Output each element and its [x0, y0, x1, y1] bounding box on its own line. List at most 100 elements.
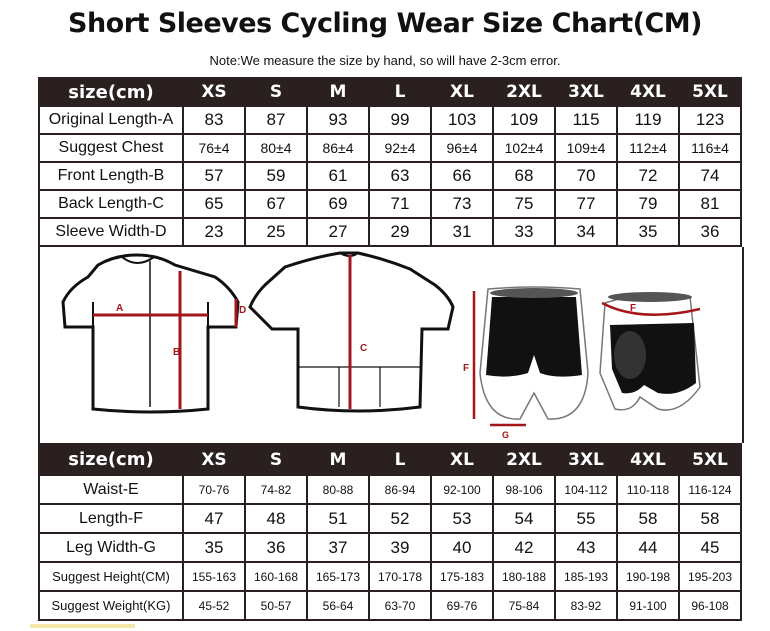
label-d: D	[239, 305, 246, 316]
row-label: Leg Width-G	[38, 532, 184, 563]
size-2xl-header: 2XL	[492, 443, 556, 476]
table-cell: 40	[430, 532, 494, 563]
size-header-cell: size(cm)	[38, 443, 184, 476]
table-cell: 86±4	[306, 133, 370, 163]
table-cell: 165-173	[306, 561, 370, 592]
size-3xl-header: 3XL	[554, 443, 618, 476]
table-cell: 66	[430, 161, 494, 191]
table-cell: 160-168	[244, 561, 308, 592]
table-row: Original Length-A 83 87 93 99 103 109 11…	[38, 105, 742, 135]
table-cell: 63-70	[368, 590, 432, 621]
size-l-header: L	[368, 77, 432, 107]
table-row: Front Length-B 57 59 61 63 66 68 70 72 7…	[38, 161, 742, 191]
table-cell: 52	[368, 503, 432, 534]
table-cell: 102±4	[492, 133, 556, 163]
table-cell: 71	[368, 189, 432, 219]
table-row: Back Length-C 65 67 69 71 73 75 77 79 81	[38, 189, 742, 219]
table-cell: 175-183	[430, 561, 494, 592]
table-row: Length-F 47 48 51 52 53 54 55 58 58	[38, 503, 742, 534]
table-cell: 31	[430, 217, 494, 247]
table-cell: 35	[182, 532, 246, 563]
table-cell: 25	[244, 217, 308, 247]
table-cell: 58	[678, 503, 742, 534]
shorts-header-row: size(cm) XS S M L XL 2XL 3XL 4XL 5XL	[38, 443, 742, 476]
size-header-cell: size(cm)	[38, 77, 184, 107]
table-cell: 92-100	[430, 474, 494, 505]
table-cell: 35	[616, 217, 680, 247]
table-row: Waist-E 70-76 74-82 80-88 86-94 92-100 9…	[38, 474, 742, 505]
size-xs-header: XS	[182, 443, 246, 476]
table-cell: 195-203	[678, 561, 742, 592]
table-cell: 77	[554, 189, 618, 219]
chart-title: Short Sleeves Cycling Wear Size Chart(CM…	[68, 8, 702, 39]
size-xl-header: XL	[430, 443, 494, 476]
table-cell: 50-57	[244, 590, 308, 621]
table-row: Sleeve Width-D 23 25 27 29 31 33 34 35 3…	[38, 217, 742, 247]
row-label: Front Length-B	[38, 161, 184, 191]
table-cell: 103	[430, 105, 494, 135]
table-cell: 42	[492, 532, 556, 563]
table-cell: 72	[616, 161, 680, 191]
table-cell: 80±4	[244, 133, 308, 163]
row-label: Length-F	[38, 503, 184, 534]
table-cell: 36	[678, 217, 742, 247]
measurement-note: Note:We measure the size by hand, so wil…	[209, 53, 561, 68]
table-cell: 104-112	[554, 474, 618, 505]
table-cell: 92±4	[368, 133, 432, 163]
label-c: C	[360, 343, 367, 354]
table-cell: 110-118	[616, 474, 680, 505]
row-label: Original Length-A	[38, 105, 184, 135]
table-cell: 96-108	[678, 590, 742, 621]
label-g: G	[502, 430, 509, 440]
table-cell: 43	[554, 532, 618, 563]
table-cell: 155-163	[182, 561, 246, 592]
shorts-size-table: size(cm) XS S M L XL 2XL 3XL 4XL 5XL Wai…	[38, 443, 742, 621]
size-m-header: M	[306, 77, 370, 107]
table-cell: 79	[616, 189, 680, 219]
table-cell: 112±4	[616, 133, 680, 163]
table-cell: 70-76	[182, 474, 246, 505]
table-cell: 74-82	[244, 474, 308, 505]
table-cell: 45	[678, 532, 742, 563]
size-5xl-header: 5XL	[678, 443, 742, 476]
measure-line-waist	[601, 301, 701, 316]
shorts-front-illustration: F G	[463, 286, 589, 440]
table-cell: 74	[678, 161, 742, 191]
label-f2: F	[630, 303, 636, 314]
table-cell: 109±4	[554, 133, 618, 163]
table-cell: 185-193	[554, 561, 618, 592]
label-a: A	[116, 303, 123, 314]
size-xl-header: XL	[430, 77, 494, 107]
table-cell: 81	[678, 189, 742, 219]
table-cell: 91-100	[616, 590, 680, 621]
table-row: Suggest Height(CM) 155-163 160-168 165-1…	[38, 561, 742, 592]
table-cell: 180-188	[492, 561, 556, 592]
row-label: Suggest Height(CM)	[38, 561, 184, 592]
size-5xl-header: 5XL	[678, 77, 742, 107]
table-cell: 116±4	[678, 133, 742, 163]
size-s-header: S	[244, 77, 308, 107]
table-cell: 69	[306, 189, 370, 219]
jersey-back-illustration: C	[248, 251, 455, 413]
table-cell: 73	[430, 189, 494, 219]
table-cell: 57	[182, 161, 246, 191]
table-cell: 55	[554, 503, 618, 534]
table-cell: 29	[368, 217, 432, 247]
table-cell: 61	[306, 161, 370, 191]
table-cell: 44	[616, 532, 680, 563]
table-cell: 115	[554, 105, 618, 135]
size-4xl-header: 4XL	[616, 443, 680, 476]
size-s-header: S	[244, 443, 308, 476]
table-cell: 116-124	[678, 474, 742, 505]
table-cell: 39	[368, 532, 432, 563]
shorts-side-illustration: F	[599, 292, 701, 411]
table-cell: 45-52	[182, 590, 246, 621]
row-label: Waist-E	[38, 474, 184, 505]
table-cell: 83	[182, 105, 246, 135]
table-cell: 33	[492, 217, 556, 247]
table-cell: 56-64	[306, 590, 370, 621]
row-label: Suggest Weight(KG)	[38, 590, 184, 621]
table-cell: 63	[368, 161, 432, 191]
table-cell: 109	[492, 105, 556, 135]
table-cell: 48	[244, 503, 308, 534]
